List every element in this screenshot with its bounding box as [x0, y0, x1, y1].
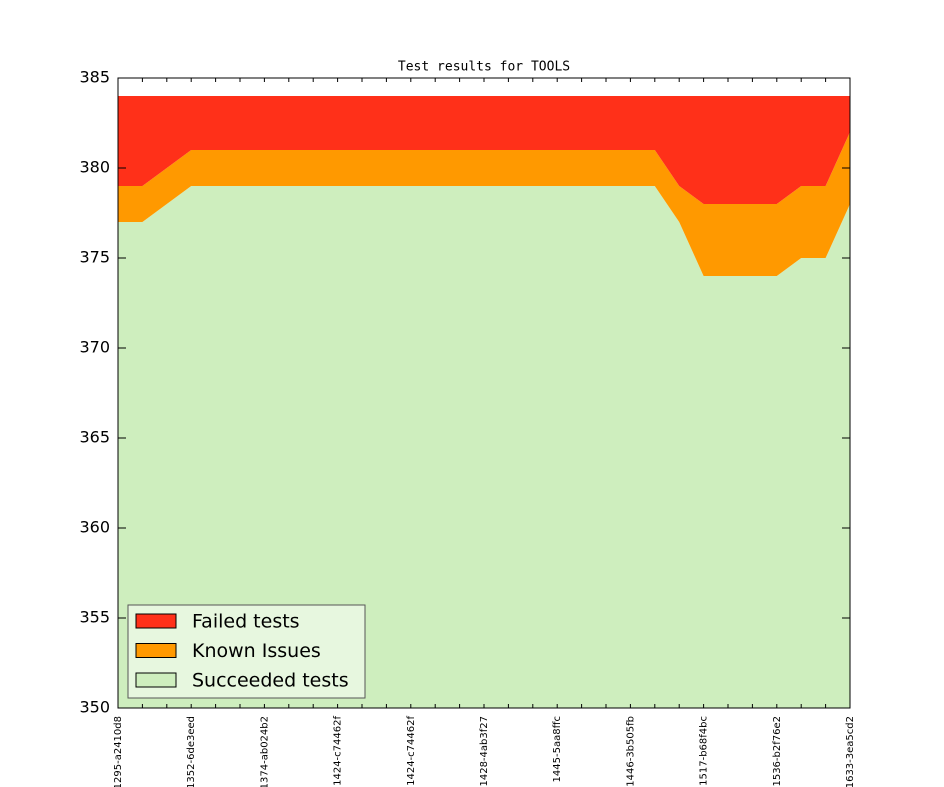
x-tick-label: 1633-3ea5cd2 [845, 716, 856, 787]
legend-swatch [135, 643, 177, 658]
x-tick-label: 1445-5aa8ffc [552, 716, 563, 782]
chart-title: Test results for TOOLS [398, 60, 570, 75]
x-tick-label: 1446-3b505fb [625, 716, 636, 787]
legend-label: Succeeded tests [192, 670, 349, 692]
legend-swatch [135, 613, 177, 629]
area [118, 186, 850, 708]
y-tick-label: 370 [79, 338, 110, 357]
x-tick-label: 1517-b68f4bc [699, 716, 710, 786]
x-tick-label: 1536-b2f76e2 [772, 716, 783, 787]
legend: Failed tests Known Issues Succeeded tests [127, 604, 366, 699]
y-tick-label: 350 [79, 698, 110, 717]
x-tick-label: 1352-6de3eed [186, 716, 197, 787]
legend-swatch [135, 672, 177, 688]
y-tick-label: 380 [79, 158, 110, 177]
y-tick-label: 365 [79, 428, 110, 447]
y-tick-label: 355 [79, 608, 110, 627]
x-tick-label: 1424-c74462f [333, 716, 344, 786]
legend-label: Known Issues [192, 640, 321, 662]
x-tick-label: 1424-c74462f [406, 716, 417, 786]
x-tick-label: 1428-4ab3f27 [479, 716, 490, 787]
y-tick-label: 360 [79, 518, 110, 537]
y-tick-label: 385 [79, 68, 110, 87]
y-tick-label: 375 [79, 248, 110, 267]
x-tick-label: 1295-a2410d8 [113, 716, 124, 787]
area [118, 96, 850, 204]
legend-label: Failed tests [192, 611, 300, 633]
x-tick-label: 1374-ab024b2 [259, 716, 270, 787]
